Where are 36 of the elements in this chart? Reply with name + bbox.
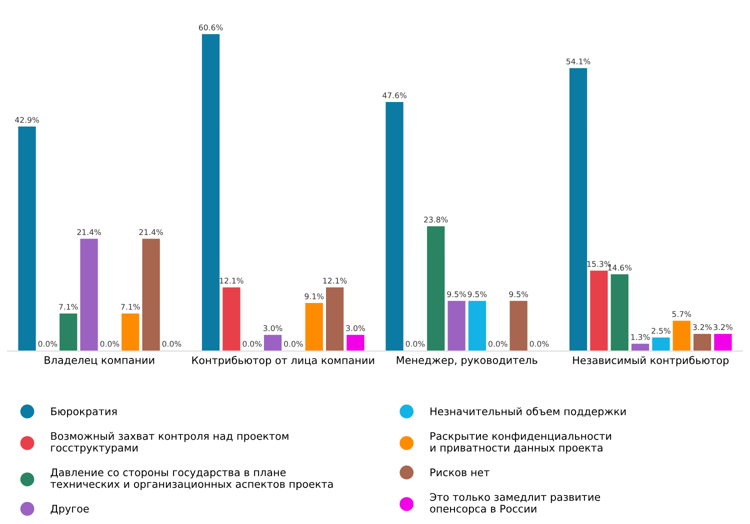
bar — [652, 337, 670, 352]
legend-label: Раскрытие конфиденциальности и приватности данных проекта — [430, 432, 612, 454]
legend-label: Возможный захват контроля над проектом госструктурами — [51, 432, 288, 454]
legend-label: Бюрократия — [51, 408, 117, 418]
bar — [386, 102, 404, 352]
bar — [672, 320, 690, 352]
bar — [631, 344, 650, 352]
x-tick-label: Контрибьютор от лица компании — [192, 356, 374, 366]
x-tick-label: Менеджер, руководитель — [396, 356, 538, 366]
x-tick-label: Владелец компании — [44, 356, 154, 366]
bar — [714, 334, 732, 352]
bar — [264, 334, 282, 352]
bar — [305, 303, 323, 352]
bar — [610, 274, 628, 352]
bar — [427, 226, 445, 352]
legend-label: Другое — [50, 504, 89, 515]
legend-label: Это только замедлит развитие опенсорса в России — [430, 493, 600, 515]
bar — [590, 270, 608, 352]
bar — [142, 238, 160, 352]
bar — [569, 68, 588, 352]
legend-label: Давление со стороны государства в плане технических и организационных аспектов проекта — [50, 468, 333, 490]
bar — [18, 126, 36, 352]
bar — [326, 287, 344, 352]
x-tick-label: Независимый контрибьютор — [573, 356, 729, 366]
legend-label: Незначительный объем поддержки — [430, 407, 626, 418]
bar — [202, 34, 220, 352]
legend-label: Рисков нет — [430, 468, 490, 476]
bar — [510, 300, 528, 352]
bar — [80, 238, 98, 352]
bar — [346, 334, 364, 352]
bar — [60, 313, 78, 352]
bar — [448, 300, 466, 352]
bar — [693, 334, 712, 352]
bar — [468, 300, 486, 352]
bar — [122, 313, 140, 352]
bar — [222, 287, 240, 352]
